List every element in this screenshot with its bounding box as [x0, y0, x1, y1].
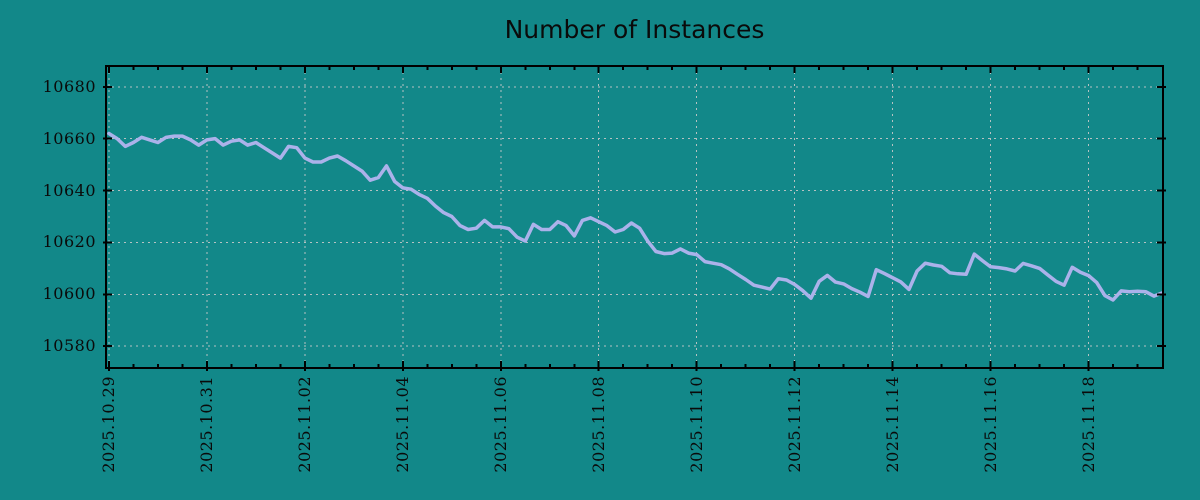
- plot-area: [103, 65, 1166, 371]
- x-axis-tick-label: 2025.11.14: [883, 376, 902, 473]
- plot-frame: [105, 65, 1164, 369]
- x-axis-tick-label: 2025.11.16: [981, 376, 1000, 473]
- y-axis-tick-label: 10640: [42, 181, 96, 200]
- x-axis-tick-label: 2025.11.10: [687, 376, 706, 473]
- x-axis-tick-label: 2025.11.18: [1079, 376, 1098, 473]
- x-axis-tick-label: 2025.10.31: [197, 376, 216, 473]
- y-axis-tick-label: 10600: [42, 284, 96, 303]
- y-axis-tick-label: 10660: [42, 129, 96, 148]
- y-axis-tick-label: 10620: [42, 232, 96, 251]
- x-axis-tick-label: 2025.10.29: [99, 376, 118, 473]
- x-axis-tick-label: 2025.11.02: [295, 376, 314, 473]
- x-axis-tick-label: 2025.11.12: [785, 376, 804, 473]
- y-axis-tick-label: 10680: [42, 77, 96, 96]
- x-axis-tick-label: 2025.11.04: [393, 376, 412, 473]
- instances-line: [107, 131, 1164, 302]
- x-axis-tick-label: 2025.11.08: [589, 376, 608, 473]
- y-axis-tick-label: 10580: [42, 336, 96, 355]
- plot-canvas: [103, 65, 1166, 371]
- chart-title: Number of Instances: [504, 15, 765, 44]
- x-axis-tick-label: 2025.11.06: [491, 376, 510, 473]
